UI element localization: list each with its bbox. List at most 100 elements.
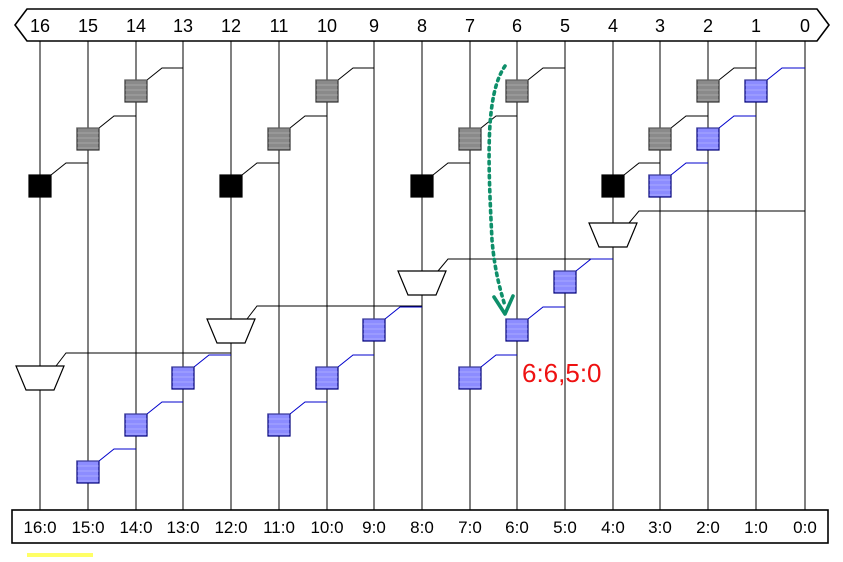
- mux-cell: [397, 270, 447, 296]
- blue-cell: [505, 318, 529, 342]
- blue-cell: [171, 366, 195, 390]
- top-label: 4: [608, 16, 618, 36]
- connector: [432, 162, 470, 176]
- top-label: 8: [417, 16, 427, 36]
- arrow-head: [492, 294, 515, 316]
- mux-cell: [588, 222, 638, 248]
- blue-cell: [696, 127, 720, 151]
- bottom-label: 14:0: [119, 518, 152, 537]
- bottom-label: 4:0: [601, 518, 625, 537]
- top-label: 2: [703, 16, 713, 36]
- connector: [146, 401, 183, 415]
- bottom-label: 12:0: [214, 518, 247, 537]
- mux-wire: [246, 305, 422, 320]
- top-label: 3: [655, 16, 665, 36]
- top-label: 13: [173, 16, 193, 36]
- bottom-label: 5:0: [553, 518, 577, 537]
- blue-cell: [648, 174, 672, 198]
- gray-cell: [124, 79, 148, 103]
- black-cell: [601, 174, 625, 198]
- top-label: 6: [512, 16, 522, 36]
- bottom-label: 8:0: [410, 518, 434, 537]
- bottom-label: 2:0: [696, 518, 720, 537]
- bottom-label: 10:0: [310, 518, 343, 537]
- top-label: 5: [560, 16, 570, 36]
- top-label: 16: [30, 16, 50, 36]
- top-label: 15: [78, 16, 98, 36]
- connector: [98, 448, 136, 462]
- top-label: 12: [221, 16, 241, 36]
- mux-cell: [15, 365, 65, 391]
- top-label: 7: [465, 16, 475, 36]
- blue-cell: [553, 270, 577, 294]
- top-label: 14: [126, 16, 146, 36]
- top-labels: 16 15 14 13 12 11 10 9 8 7 6 5 4 3 2 1 0: [30, 16, 810, 36]
- bottom-label: 1:0: [744, 518, 768, 537]
- bottom-label: 6:0: [505, 518, 529, 537]
- bottom-label: 0:0: [793, 518, 817, 537]
- bottom-label: 13:0: [166, 518, 199, 537]
- bottom-label: 3:0: [648, 518, 672, 537]
- blue-cell: [267, 413, 291, 437]
- connector: [766, 67, 805, 81]
- blue-cell: [315, 366, 339, 390]
- dotted-arrow: [487, 64, 507, 308]
- gray-cell: [696, 79, 720, 103]
- blue-cell: [76, 460, 100, 484]
- gray-cell: [315, 79, 339, 103]
- connector: [480, 115, 517, 129]
- bottom-label: 7:0: [458, 518, 482, 537]
- blue-cell: [744, 79, 768, 103]
- connector: [50, 162, 88, 176]
- bottom-label: 16:0: [23, 518, 56, 537]
- connector: [670, 115, 708, 129]
- connector: [241, 162, 279, 176]
- gray-cell: [648, 127, 672, 151]
- top-label: 9: [369, 16, 379, 36]
- connector: [527, 306, 565, 320]
- gray-cell: [505, 79, 529, 103]
- top-label: 0: [800, 16, 810, 36]
- highlight-mark: [27, 553, 93, 557]
- gray-cell: [267, 127, 291, 151]
- blue-cell: [458, 366, 482, 390]
- blue-cell: [362, 318, 386, 342]
- mux-cell: [206, 318, 256, 344]
- connector: [623, 162, 660, 176]
- top-label-bar: [14, 8, 830, 42]
- connector: [146, 67, 183, 81]
- top-label: 11: [270, 16, 289, 36]
- mux-wire: [55, 352, 231, 367]
- connector: [289, 115, 327, 129]
- mux-wire: [628, 210, 805, 224]
- annotation-label: 6:6,5:0: [522, 358, 602, 388]
- blue-cell: [124, 413, 148, 437]
- black-cell: [28, 174, 52, 198]
- connector: [480, 354, 517, 368]
- connector-wires: [50, 67, 805, 462]
- mux-wire: [437, 258, 613, 272]
- top-label: 1: [751, 16, 761, 36]
- connector: [670, 162, 708, 176]
- black-cell: [219, 174, 243, 198]
- connector: [193, 354, 231, 368]
- black-cell: [410, 174, 434, 198]
- connector: [718, 67, 756, 81]
- bottom-label: 15:0: [71, 518, 104, 537]
- connector: [384, 306, 422, 320]
- prefix-cells: [15, 79, 768, 484]
- gray-cell: [458, 127, 482, 151]
- connector: [337, 67, 374, 81]
- connector: [527, 67, 565, 81]
- bottom-label-bar: [11, 509, 829, 544]
- gray-cell: [76, 127, 100, 151]
- top-label: 10: [317, 16, 337, 36]
- bottom-label: 9:0: [362, 518, 386, 537]
- connector: [98, 115, 136, 129]
- bottom-labels: 16:0 15:0 14:0 13:0 12:0 11:0 10:0 9:0 8:0 7:0 6:0…: [23, 518, 816, 537]
- connector: [718, 115, 756, 129]
- connector: [337, 354, 374, 368]
- connector: [575, 258, 613, 272]
